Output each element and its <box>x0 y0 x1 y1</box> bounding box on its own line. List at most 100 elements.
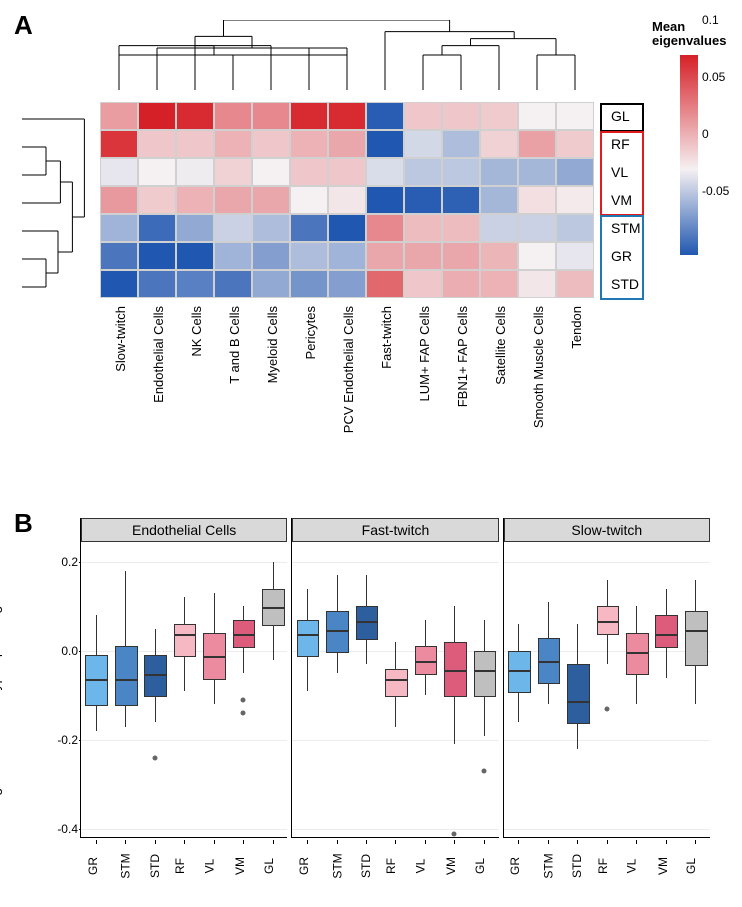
heatmap-cell <box>290 270 328 298</box>
x-label: GL <box>258 841 287 891</box>
panel-b: Eigenvalue of cell type specific gene ma… <box>10 508 732 898</box>
heatmap-cell <box>442 242 480 270</box>
heatmap-cell <box>214 130 252 158</box>
heatmap-cell <box>176 270 214 298</box>
heatmap-cell <box>176 130 214 158</box>
heatmap-cell <box>138 186 176 214</box>
heatmap-cell <box>138 102 176 130</box>
facet-plot <box>81 544 287 837</box>
heatmap-cell <box>518 242 556 270</box>
outlier-point <box>241 697 246 702</box>
heatmap-cell <box>138 158 176 186</box>
heatmap-cell <box>252 270 290 298</box>
heatmap-cell <box>556 214 594 242</box>
heatmap-cell <box>138 130 176 158</box>
boxplot-box <box>174 624 197 657</box>
col-label: FBN1+ FAP Cells <box>442 304 480 474</box>
boxplot-box <box>385 669 408 698</box>
heatmap-cell <box>214 102 252 130</box>
heatmap-cell <box>328 214 366 242</box>
heatmap-cell <box>518 214 556 242</box>
heatmap-cell <box>214 186 252 214</box>
heatmap-cell <box>328 242 366 270</box>
facet: Slow-twitchGRSTMSTDRFVLVMGL <box>503 518 710 838</box>
heatmap <box>100 102 594 298</box>
col-label: NK Cells <box>176 304 214 474</box>
heatmap-cell <box>480 130 518 158</box>
heatmap-cell <box>176 186 214 214</box>
boxplot-box <box>508 651 531 693</box>
heatmap-cell <box>366 102 404 130</box>
heatmap-cell <box>366 214 404 242</box>
boxplot-box <box>326 611 349 653</box>
heatmap-cell <box>100 214 138 242</box>
col-dendrogram <box>100 20 594 90</box>
heatmap-cell <box>100 130 138 158</box>
heatmap-cell <box>138 270 176 298</box>
heatmap-cell <box>290 214 328 242</box>
heatmap-cell <box>100 158 138 186</box>
heatmap-cell <box>100 270 138 298</box>
heatmap-cell <box>556 270 594 298</box>
legend-tick: 0.1 <box>702 13 719 27</box>
heatmap-cell <box>328 130 366 158</box>
facet-title: Slow-twitch <box>504 518 710 542</box>
heatmap-cell <box>252 242 290 270</box>
x-label: VL <box>199 841 228 891</box>
heatmap-cell <box>100 102 138 130</box>
heatmap-cell <box>442 158 480 186</box>
heatmap-cell <box>366 242 404 270</box>
facet: Fast-twitchGRSTMSTDRFVLVMGL <box>291 518 498 838</box>
heatmap-cell <box>480 102 518 130</box>
heatmap-cell <box>366 158 404 186</box>
boxplot-box <box>538 638 561 685</box>
boxplot-box <box>597 606 620 635</box>
heatmap-cell <box>214 158 252 186</box>
heatmap-cell <box>290 242 328 270</box>
boxplot-box <box>262 589 285 627</box>
heatmap-cell <box>556 102 594 130</box>
x-label: STM <box>110 841 139 891</box>
x-label: VM <box>440 841 469 891</box>
x-label: STM <box>533 841 562 891</box>
legend-tick: -0.05 <box>702 184 729 198</box>
heatmap-cell <box>518 102 556 130</box>
legend-title: Mean eigenvalues <box>652 20 732 49</box>
col-label: Endothelial Cells <box>138 304 176 474</box>
facet-row: Endothelial CellsGRSTMSTDRFVLVMGLFast-tw… <box>80 518 710 838</box>
heatmap-cell <box>214 214 252 242</box>
col-label: Pericytes <box>290 304 328 474</box>
col-label: Satellite Cells <box>480 304 518 474</box>
x-label: GR <box>504 841 533 891</box>
heatmap-cell <box>290 102 328 130</box>
boxplot-box <box>567 664 590 724</box>
boxplot-box <box>356 606 379 639</box>
heatmap-cell <box>480 158 518 186</box>
heatmap-cell <box>328 186 366 214</box>
heatmap-cell <box>442 186 480 214</box>
heatmap-cell <box>404 186 442 214</box>
heatmap-cell <box>366 270 404 298</box>
row-label: VL <box>605 158 641 186</box>
col-label: Myeloid Cells <box>252 304 290 474</box>
heatmap-cell <box>100 242 138 270</box>
heatmap-cell <box>518 158 556 186</box>
heatmap-cell <box>404 158 442 186</box>
x-label: GL <box>469 841 498 891</box>
col-label: LUM+ FAP Cells <box>404 304 442 474</box>
outlier-point <box>481 769 486 774</box>
y-ticks: 0.20.0-0.2-0.4 <box>48 544 78 838</box>
boxplot-box <box>233 620 256 649</box>
heatmap-cell <box>404 102 442 130</box>
outlier-point <box>241 711 246 716</box>
col-label: PCV Endothelial Cells <box>328 304 366 474</box>
heatmap-cell <box>214 242 252 270</box>
row-labels: GLRFVLVMSTMGRSTD <box>605 102 641 298</box>
boxplot-box <box>626 633 649 675</box>
heatmap-cell <box>290 186 328 214</box>
heatmap-cell <box>252 186 290 214</box>
heatmap-cell <box>328 102 366 130</box>
heatmap-cell <box>176 242 214 270</box>
col-label: Tendon <box>556 304 594 474</box>
boxplot-box <box>144 655 167 697</box>
